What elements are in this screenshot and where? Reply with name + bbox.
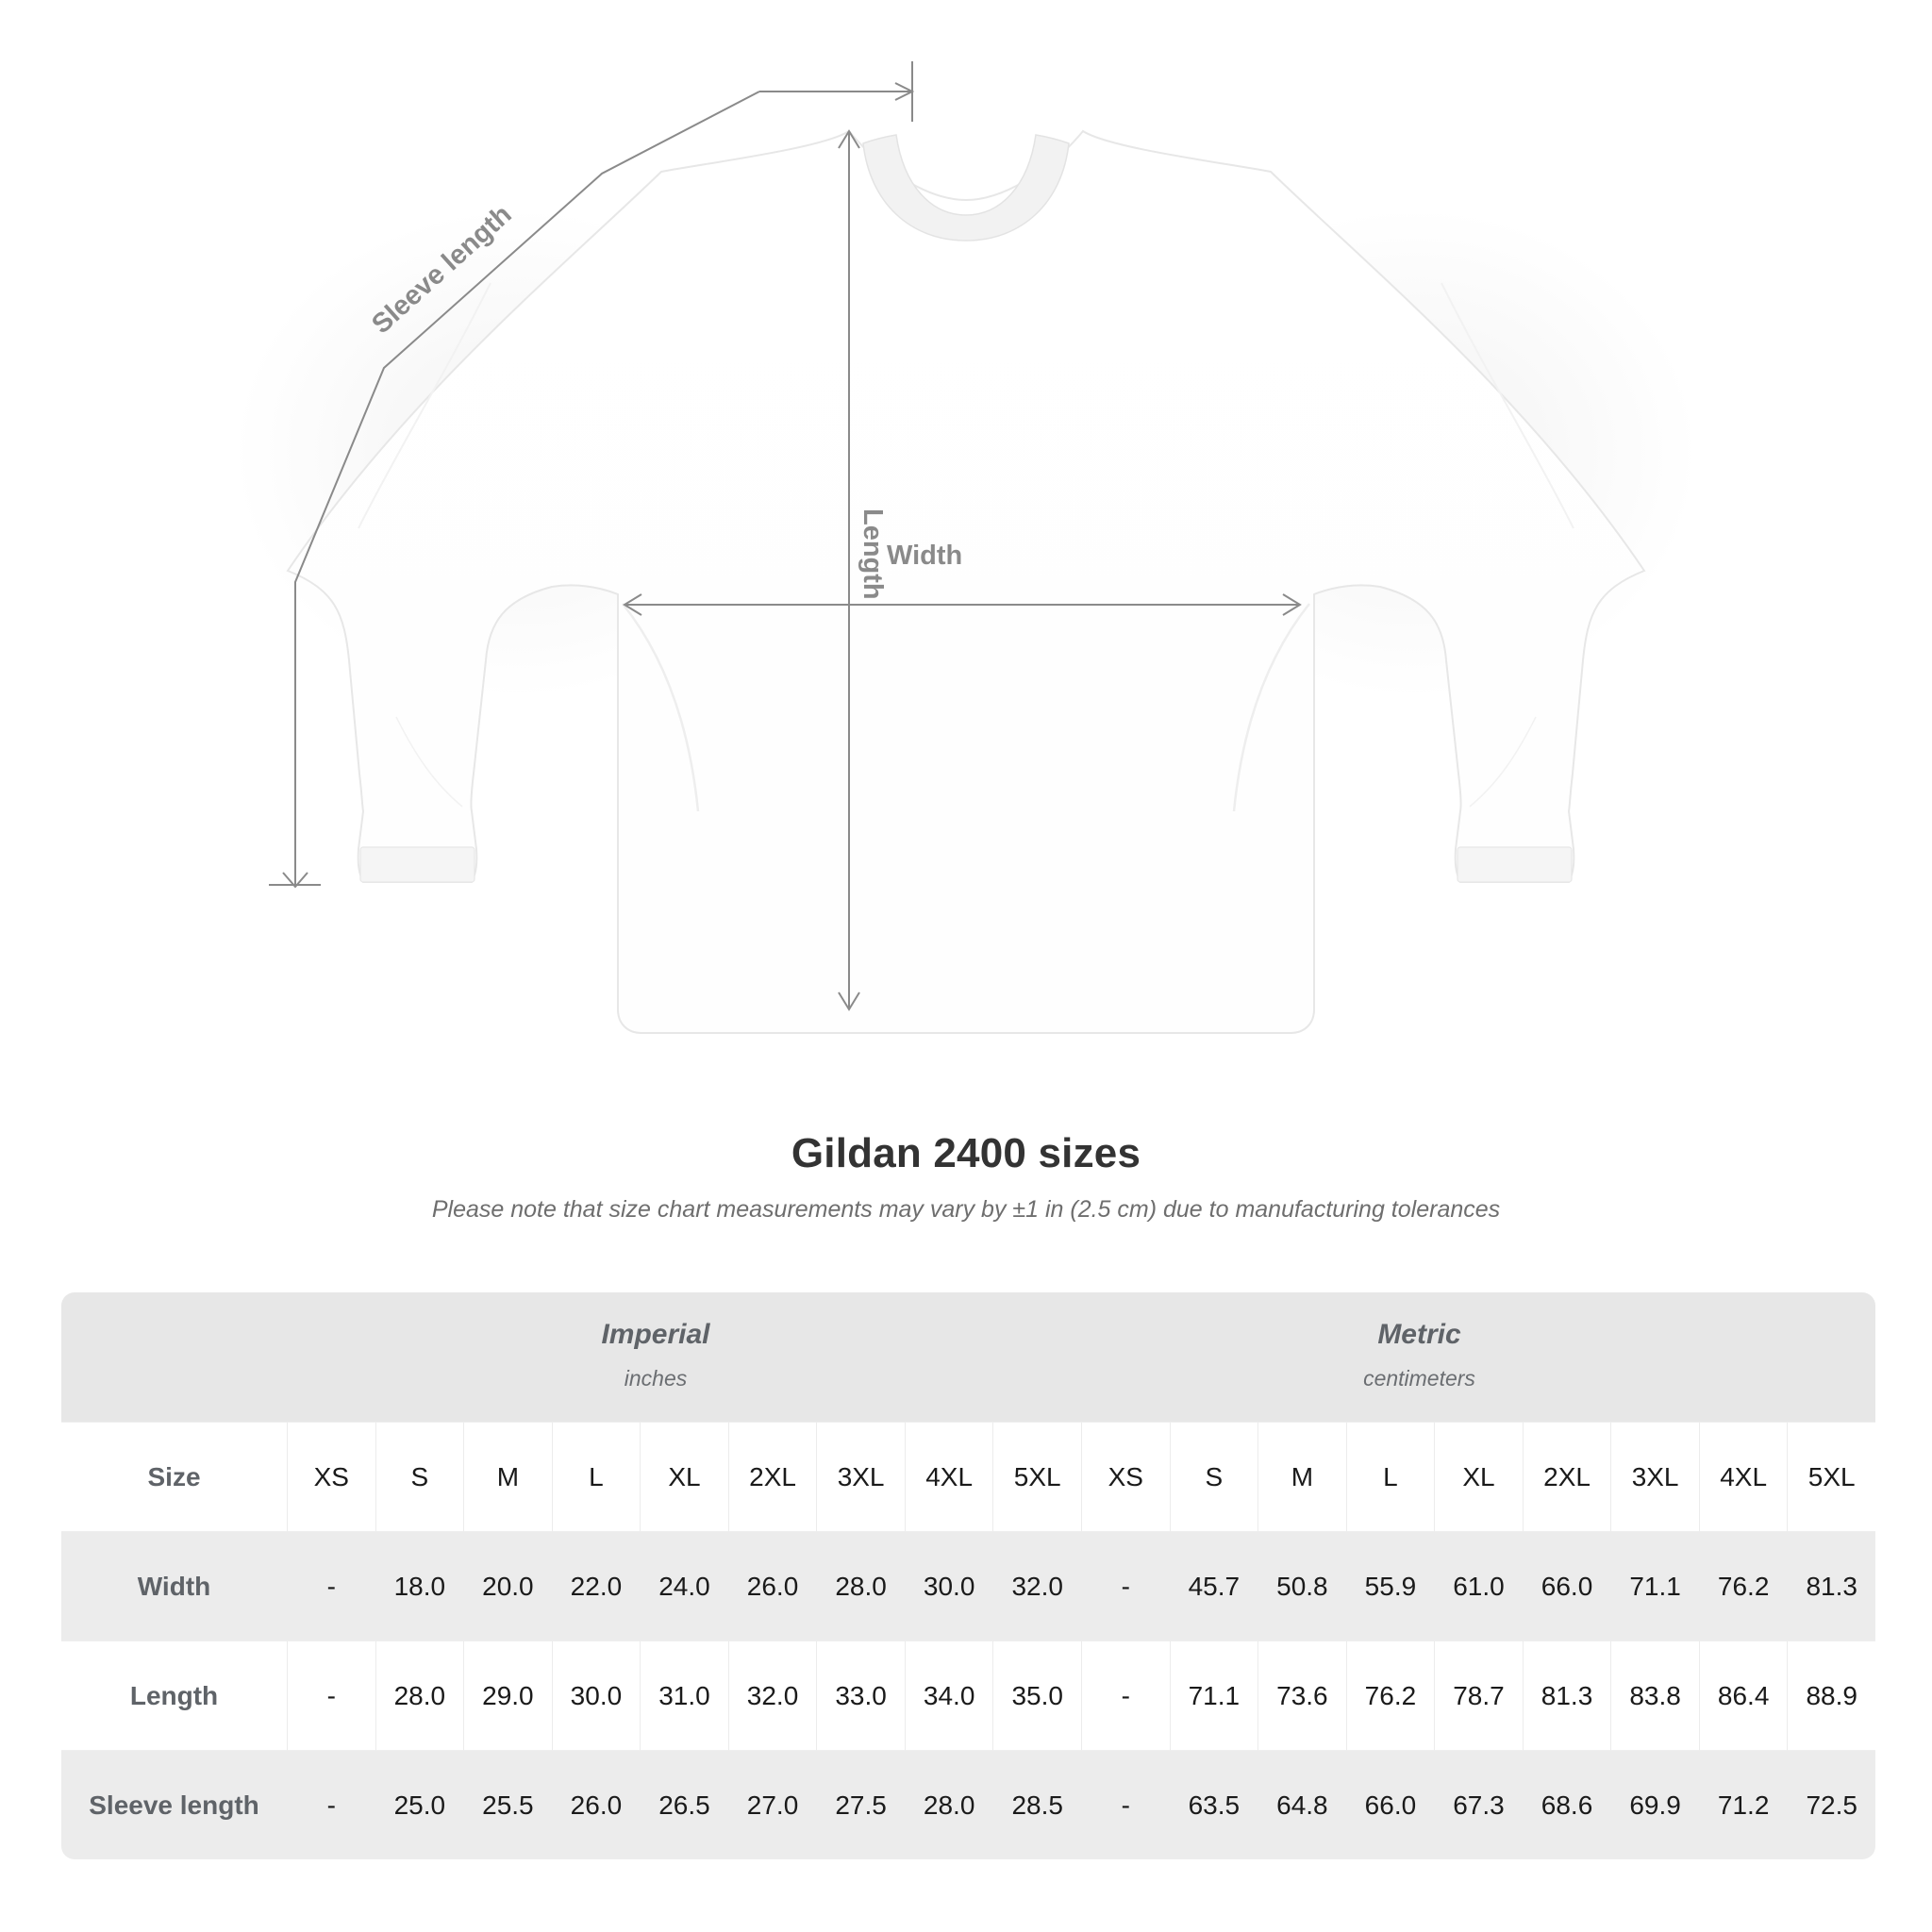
svg-text:Width: Width — [887, 541, 962, 571]
svg-text:Length: Length — [858, 508, 888, 600]
